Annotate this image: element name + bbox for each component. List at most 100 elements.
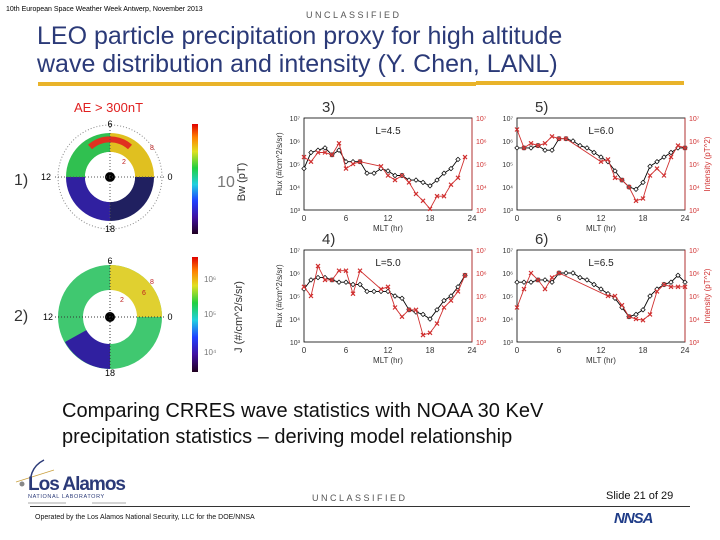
intensity-point (563, 136, 569, 142)
x-tick-label: 12 (597, 346, 606, 355)
intensity-point (535, 143, 541, 149)
intensity-point (413, 191, 419, 197)
intensity-point (647, 311, 653, 317)
intensity-point (315, 263, 321, 269)
intensity-point (556, 270, 562, 276)
y2-tick-label: 10⁵ (476, 294, 487, 301)
y2-axis-label: Intensity (pT^2) (703, 268, 712, 323)
y-tick-label: 10⁵ (502, 162, 513, 169)
logo-subtext: NATIONAL LABORATORY (28, 494, 105, 500)
intensity-point (612, 293, 618, 299)
y-tick-label: 10⁵ (289, 162, 300, 169)
x-tick-label: 12 (384, 214, 393, 223)
y-tick-label: 10⁷ (290, 248, 301, 255)
intensity-point (668, 284, 674, 290)
colorbar-tick: 10⁶ (204, 275, 216, 284)
panel-label-1: 1) (14, 172, 29, 189)
flux-point (434, 177, 440, 183)
l-label: 2 (120, 297, 124, 304)
y2-tick-label: 10⁶ (476, 271, 487, 278)
flux-point (448, 293, 454, 299)
colorbar-label: J (#/cm^2/s/sr) (233, 281, 245, 353)
y2-tick-label: 10³ (476, 208, 487, 215)
flux-point (420, 311, 426, 318)
intensity-point (322, 150, 328, 155)
y2-tick-label: 10⁷ (476, 248, 487, 255)
y-axis-label: Flux (#/cm^2/s/sr) (275, 264, 284, 328)
logo-text: Los Alamos (28, 474, 125, 495)
intensity-point (535, 277, 541, 283)
intensity-point (420, 332, 426, 338)
flux-line (517, 138, 685, 190)
x-tick-label: 0 (302, 214, 307, 223)
caption-line-2: precipitation statistics – deriving mode… (62, 426, 513, 448)
intensity-point (626, 314, 632, 320)
intensity-point (343, 268, 349, 274)
y-tick-label: 10⁶ (502, 271, 513, 278)
flux-point (392, 293, 398, 299)
flux-point (598, 154, 604, 160)
y2-tick-label: 10⁷ (689, 116, 700, 123)
flux-point (654, 159, 660, 165)
x-axis-label: MLT (hr) (373, 356, 403, 365)
intensity-point (654, 288, 660, 294)
flux-point (441, 297, 447, 304)
intensity-line (516, 129, 686, 202)
intensity-point (462, 272, 468, 278)
colorbar-label: Bw (pT) (236, 163, 248, 202)
flux-point (584, 145, 590, 151)
intensity-point (420, 198, 426, 204)
polar-plot-2: 6 12 0 18 2 6 8 (43, 256, 173, 377)
flux-point (528, 145, 534, 151)
footer-rule (30, 506, 690, 507)
flux-point (598, 286, 604, 292)
y-tick-label: 10³ (290, 340, 301, 347)
flux-line (303, 275, 466, 320)
x-tick-label: 6 (557, 346, 562, 355)
intensity-point (626, 184, 632, 190)
mlt-label: 6 (107, 256, 112, 266)
mlt-label: 12 (43, 312, 53, 322)
flux-point (448, 165, 454, 172)
panel-label: 4) (322, 231, 335, 248)
flux-point (455, 156, 461, 163)
x-axis-label: MLT (hr) (373, 224, 403, 233)
l-label: 8 (150, 279, 154, 286)
intensity-point (308, 293, 314, 299)
mlt-label: 18 (105, 368, 115, 377)
y-tick-label: 10³ (290, 208, 301, 215)
l-label: 6 (142, 290, 146, 297)
flux-point (647, 293, 653, 299)
intensity-point (357, 159, 363, 165)
y-tick-label: 10⁵ (289, 294, 300, 301)
y-tick-label: 10³ (503, 340, 514, 347)
flux-point (640, 307, 646, 313)
flux-point (399, 295, 405, 301)
flux-point (434, 307, 440, 313)
intensity-point (448, 298, 454, 304)
caption-line-1: Comparing CRRES wave statistics with NOA… (62, 400, 544, 422)
panel-label: 5) (535, 99, 548, 116)
intensity-point (528, 140, 534, 146)
intensity-point (647, 173, 653, 178)
flux-point (343, 279, 349, 285)
y-tick-label: 10⁷ (503, 248, 514, 255)
y2-tick-label: 10⁵ (689, 294, 700, 301)
flux-point (427, 183, 433, 189)
intensity-point (329, 152, 335, 158)
intensity-point (427, 330, 433, 336)
flux-point (301, 165, 307, 172)
flux-point (661, 154, 667, 160)
condition-label: AE > 300nT (74, 100, 144, 115)
y-tick-label: 10⁶ (289, 139, 300, 146)
y2-tick-label: 10⁴ (476, 185, 487, 192)
x-tick-label: 6 (557, 214, 562, 223)
flux-point (441, 170, 447, 176)
flux-point (542, 147, 548, 153)
intensity-point (633, 198, 639, 204)
title-line-2: wave distribution and intensity (Y. Chen… (37, 50, 558, 78)
flux-point (542, 277, 548, 283)
flux-point (577, 274, 583, 281)
y2-tick-label: 10⁴ (476, 317, 487, 324)
x-tick-label: 18 (426, 346, 435, 355)
